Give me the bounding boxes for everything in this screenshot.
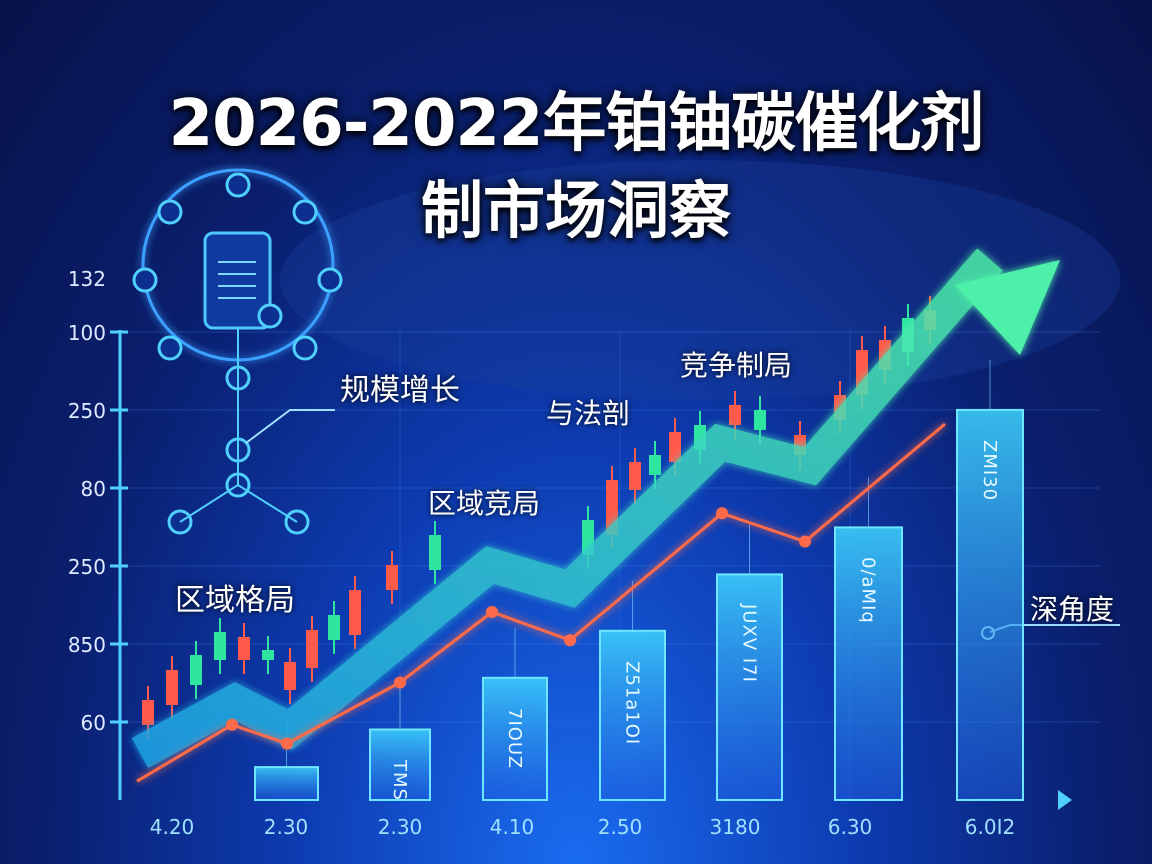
candlestick-body [649, 455, 661, 475]
candlestick-body [284, 662, 296, 690]
bar-label: ZMI30 [979, 439, 1000, 501]
series-point [486, 606, 498, 618]
candlestick-body [328, 615, 340, 640]
candlestick-body [349, 590, 361, 635]
annotation-regional-pattern: 区域格局 [175, 583, 295, 618]
x-axis-arrowhead [1058, 790, 1072, 810]
candlestick-body [669, 432, 681, 462]
series-point [716, 507, 728, 520]
annotation-depth: 深角度 [1030, 593, 1115, 626]
network-node-icon [225, 172, 251, 198]
trend-arrowhead [955, 260, 1060, 355]
candlestick-body [214, 632, 226, 660]
series-point [394, 676, 406, 689]
candlestick-body [754, 410, 766, 430]
series-point [226, 718, 238, 731]
y-tick-label: 132 [67, 267, 106, 291]
candlestick-body [262, 650, 274, 660]
x-tick-label: 6.0I2 [964, 815, 1016, 839]
title-line-1: 2026-2022年铂铀碳催化剂 [168, 87, 985, 161]
annotation-scale-growth: 规模增长 [340, 373, 460, 408]
y-tick-label: 250 [67, 555, 106, 579]
bar-label: Z51a1OI [621, 660, 643, 745]
series-point [799, 535, 811, 548]
y-tick-label: 60 [80, 711, 106, 735]
series-point [281, 737, 293, 750]
network-node-icon [157, 199, 183, 225]
x-tick-label: 2.30 [377, 815, 423, 839]
bar-label: TMS [389, 759, 410, 801]
x-tick-label: 4.20 [149, 815, 195, 839]
x-tick-label: 4.10 [489, 815, 535, 839]
trend-arrow-band [131, 248, 1003, 768]
annotation-competition: 竞争制局 [680, 349, 793, 382]
network-link [237, 484, 298, 523]
bar [716, 573, 783, 802]
candlestick-body [190, 655, 202, 685]
network-node-icon [317, 267, 343, 293]
candlestick-body [386, 565, 398, 590]
network-node-icon [132, 267, 158, 293]
bar-label: 7IOUZ [504, 707, 525, 769]
candlestick-body [306, 630, 318, 668]
bar-label: JUXV I7I [738, 604, 760, 684]
annotation-leader-line [245, 409, 335, 444]
x-tick-label: 3180 [709, 815, 761, 839]
x-tick-label: 6.30 [827, 815, 873, 839]
candlestick-body [729, 405, 741, 425]
candlestick-body [238, 637, 250, 660]
bar [254, 766, 319, 801]
title-line-2: 制市场洞察 [420, 174, 731, 247]
candlestick-body [166, 670, 178, 705]
candlestick-body [629, 462, 641, 490]
network-node-icon [292, 199, 318, 225]
network-node-icon [157, 335, 183, 361]
y-tick-label: 100 [67, 321, 106, 345]
annotation-regional-competition: 区域竞局 [428, 487, 541, 520]
y-tick-label: 250 [67, 399, 106, 423]
y-tick-label: 80 [80, 477, 106, 501]
series-point [564, 634, 576, 647]
y-tick-label: 850 [67, 633, 106, 657]
network-node-icon [257, 303, 283, 329]
x-tick-label: 2.30 [263, 815, 309, 839]
network-node-icon [292, 335, 318, 361]
bar-label: 0/aMIq [857, 557, 879, 625]
candlestick-body [429, 535, 441, 570]
x-tick-label: 2.50 [597, 815, 643, 839]
candlestick-body [142, 700, 154, 725]
annotation-method: 与法剖 [546, 397, 631, 430]
